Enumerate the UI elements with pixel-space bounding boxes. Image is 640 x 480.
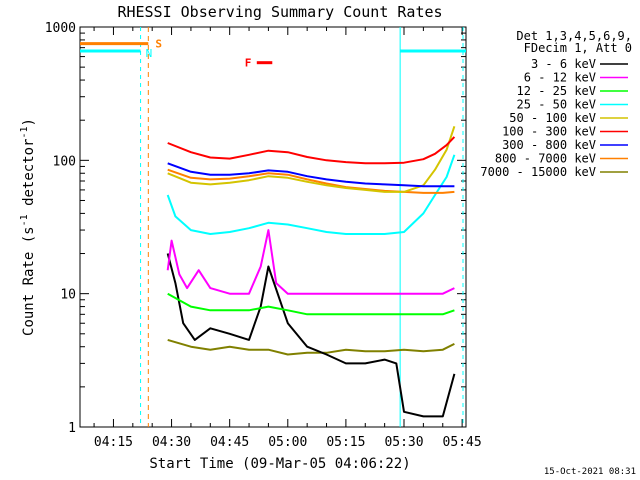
generated-timestamp: 15-Oct-2021 08:31 [544, 467, 636, 477]
x-axis-label: Start Time (09-Mar-05 04:06:22) [149, 456, 410, 472]
y-axis-label-close: ) [21, 118, 37, 126]
x-tick-label: 05:15 [326, 435, 365, 450]
y-axis-label-mid: detector [21, 139, 37, 215]
y-tick-label: 10 [60, 288, 76, 303]
plot-frame [79, 26, 467, 428]
legend-label: 3 - 6 keV [531, 57, 596, 71]
series-layer [166, 125, 456, 418]
x-tick-label: 05:30 [384, 435, 423, 450]
series-line [166, 253, 456, 418]
legend-header-line2: FDecim 1, Att 0 [524, 41, 632, 55]
legend-label: 800 - 7000 keV [495, 152, 596, 166]
x-tick-label: 04:30 [152, 435, 191, 450]
x-axis: 04:15 04:30 04:45 05:00 05:15 05:30 05:45 [93, 27, 482, 450]
y-tick-label: 1 [68, 421, 76, 436]
x-tick-label: 04:15 [94, 435, 133, 450]
legend: Det 1,3,4,5,6,9, FDecim 1, Att 0 3 - 6 k… [480, 29, 632, 179]
flare-label: F [245, 57, 252, 70]
observing-flags: SN F [80, 27, 466, 427]
x-tick-label: 04:45 [210, 435, 249, 450]
y-axis: 1 10 100 1000 [45, 21, 466, 436]
saa-label: S [155, 38, 162, 51]
y-tick-label: 1000 [45, 21, 76, 36]
series-line [167, 125, 456, 193]
x-tick-label: 05:00 [268, 435, 307, 450]
series-line [167, 338, 455, 356]
x-tick-label: 05:45 [443, 435, 482, 450]
legend-label: 25 - 50 keV [517, 98, 596, 112]
legend-label: 7000 - 15000 keV [480, 165, 596, 179]
series-line [166, 229, 455, 295]
legend-label: 50 - 100 keV [509, 111, 596, 125]
chart-title: RHESSI Observing Summary Count Rates [117, 3, 442, 21]
y-axis-label-sup1: -1 [19, 214, 30, 226]
legend-label: 6 - 12 keV [524, 71, 596, 85]
y-axis-label-sup2: -1 [19, 126, 30, 138]
series-line [167, 136, 456, 165]
series-line [166, 154, 456, 235]
series-line [167, 168, 455, 194]
series-line [167, 292, 455, 316]
y-tick-label: 100 [53, 154, 76, 169]
legend-label: 100 - 300 keV [502, 125, 596, 139]
legend-label: 300 - 800 keV [502, 138, 596, 152]
legend-header-line1: Det 1,3,4,5,6,9, [516, 29, 632, 43]
series-line [167, 162, 455, 188]
y-axis-label: Count Rate (s-1 detector-1) [19, 118, 37, 336]
night-label: N [146, 47, 153, 60]
y-axis-label-text: Count Rate (s [21, 226, 37, 336]
legend-label: 12 - 25 keV [517, 84, 596, 98]
